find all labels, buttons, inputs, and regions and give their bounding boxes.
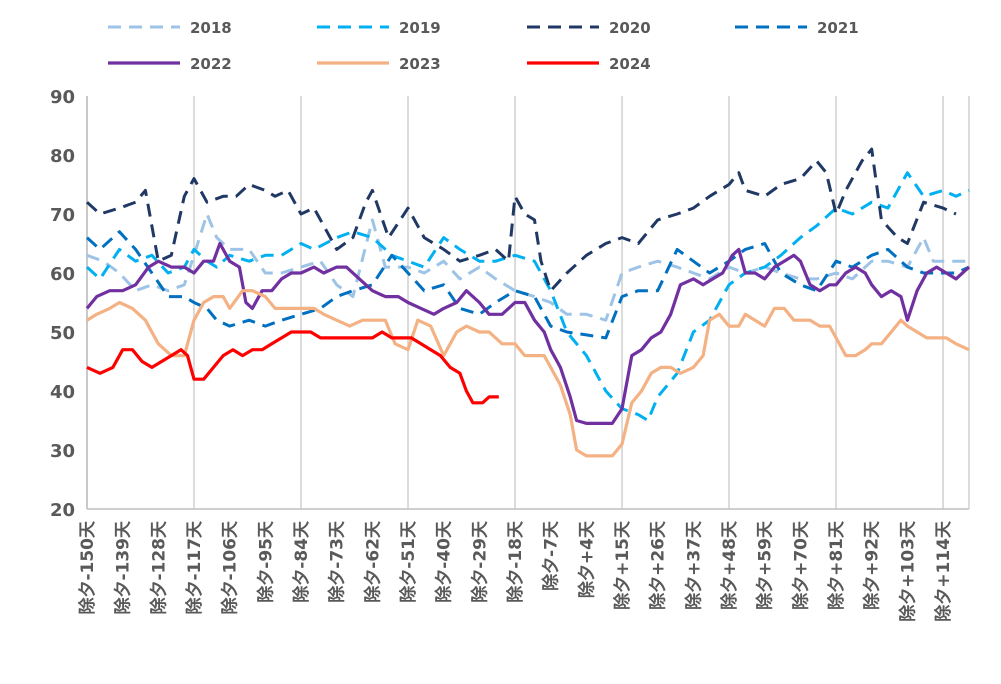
y-tick-label: 50 — [50, 323, 75, 344]
x-tick-label: 除夕+26天 — [648, 520, 669, 610]
x-tick-label: 除夕-29天 — [469, 520, 490, 603]
y-tick-label: 20 — [50, 500, 75, 521]
x-tick-label: 除夕+48天 — [719, 520, 740, 610]
legend: 2018 2019 2020 2021 2022 2023 2024 — [108, 19, 859, 73]
y-axis-ticks: 20 30 40 50 60 70 80 90 — [50, 87, 75, 521]
x-axis-ticks: 除夕-150天 除夕-139天 除夕-128天 除夕-117天 除夕-106天 除夕-95… — [77, 520, 954, 622]
x-tick-label: 除夕+81天 — [826, 520, 847, 610]
x-tick-label: 除夕-117天 — [184, 520, 205, 615]
series-line-2021 — [85, 230, 970, 340]
axes — [86, 96, 970, 510]
x-tick-label: 除夕-106天 — [220, 520, 241, 615]
x-tick-label: 除夕-40天 — [434, 520, 455, 603]
legend-label-2022: 2022 — [190, 55, 232, 73]
x-tick-label: 除夕+59天 — [755, 520, 776, 610]
y-tick-label: 40 — [50, 382, 75, 403]
x-tick-label: 除夕+37天 — [683, 520, 704, 610]
series-line-2022 — [85, 241, 971, 425]
y-tick-label: 70 — [50, 205, 75, 226]
x-tick-label: 除夕-84天 — [291, 520, 312, 603]
x-tick-label: 除夕+70天 — [790, 520, 811, 610]
y-tick-label: 60 — [50, 264, 75, 285]
legend-label-2024: 2024 — [609, 55, 651, 73]
x-tick-label: 除夕-51天 — [398, 520, 419, 603]
legend-label-2023: 2023 — [399, 55, 441, 73]
x-tick-label: 除夕+103天 — [897, 520, 918, 622]
series-line-2020 — [85, 147, 957, 293]
x-tick-label: 除夕-139天 — [113, 520, 134, 615]
legend-label-2019: 2019 — [399, 19, 441, 37]
x-tick-label: 除夕-7天 — [541, 520, 562, 591]
legend-label-2018: 2018 — [190, 19, 232, 37]
x-tick-label: 除夕+15天 — [612, 520, 633, 610]
y-tick-label: 30 — [50, 441, 75, 462]
x-tick-label: 除夕+4天 — [576, 520, 597, 598]
x-tick-label: 除夕-73天 — [327, 520, 348, 603]
x-tick-label: 除夕-128天 — [148, 520, 169, 615]
series-line-2024 — [86, 330, 499, 405]
legend-label-2020: 2020 — [609, 19, 651, 37]
x-tick-label: 除夕-18天 — [505, 520, 526, 603]
x-tick-label: 除夕-62天 — [362, 520, 383, 603]
series-lines — [85, 147, 971, 458]
x-tick-label: 除夕+92天 — [862, 520, 883, 610]
series-line-2023 — [86, 289, 970, 458]
x-tick-label: 除夕-95天 — [255, 520, 276, 603]
y-tick-label: 90 — [50, 87, 75, 108]
legend-label-2021: 2021 — [817, 19, 859, 37]
series-line-2019 — [85, 171, 970, 422]
y-tick-label: 80 — [50, 146, 75, 167]
x-tick-label: 除夕+114天 — [933, 520, 954, 622]
x-tick-label: 除夕-150天 — [77, 520, 98, 615]
